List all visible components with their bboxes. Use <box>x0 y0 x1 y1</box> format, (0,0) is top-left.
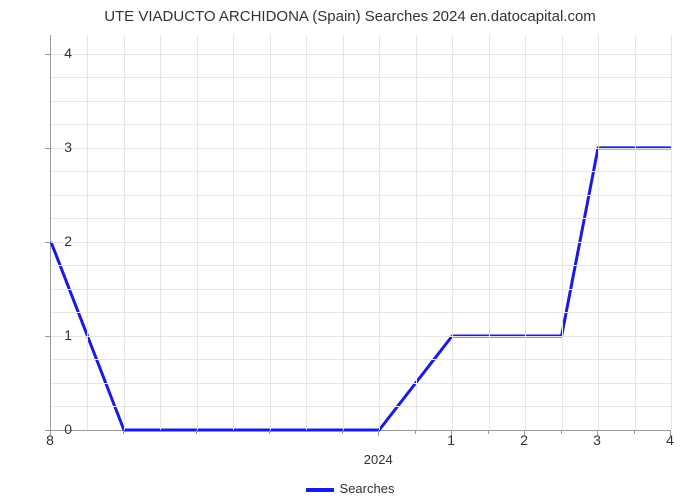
grid-line-v <box>562 35 563 430</box>
chart-title: UTE VIADUCTO ARCHIDONA (Spain) Searches … <box>0 8 700 25</box>
grid-line-h <box>51 336 671 337</box>
x-tick-mark-minor <box>269 430 270 434</box>
grid-line-v <box>379 35 380 430</box>
x-tick-mark-minor <box>488 430 489 434</box>
y-tick-label: 0 <box>52 421 72 437</box>
plot-area <box>50 35 671 431</box>
x-tick-mark-minor <box>123 430 124 434</box>
y-tick-mark <box>45 148 50 149</box>
line-series <box>51 35 671 430</box>
x-tick-mark-minor <box>634 430 635 434</box>
grid-line-h-minor <box>51 171 671 172</box>
grid-line-h-minor <box>51 406 671 407</box>
grid-line-v <box>343 35 344 430</box>
grid-line-h-minor <box>51 101 671 102</box>
grid-line-h-minor <box>51 265 671 266</box>
y-tick-mark <box>45 54 50 55</box>
grid-line-h <box>51 148 671 149</box>
grid-line-h-minor <box>51 359 671 360</box>
grid-line-v <box>270 35 271 430</box>
grid-line-h-minor <box>51 124 671 125</box>
grid-line-v <box>160 35 161 430</box>
grid-line-v <box>197 35 198 430</box>
y-tick-mark <box>45 336 50 337</box>
grid-line-v <box>87 35 88 430</box>
x-tick-label: 4 <box>666 432 674 448</box>
x-tick-label: 3 <box>593 432 601 448</box>
grid-line-v <box>416 35 417 430</box>
grid-line-v <box>525 35 526 430</box>
legend: Searches <box>0 481 700 496</box>
x-tick-mark-minor <box>415 430 416 434</box>
grid-line-v <box>598 35 599 430</box>
x-tick-mark-minor <box>196 430 197 434</box>
grid-line-h <box>51 54 671 55</box>
grid-line-v <box>452 35 453 430</box>
grid-line-v <box>489 35 490 430</box>
y-tick-mark <box>45 242 50 243</box>
grid-line-h-minor <box>51 218 671 219</box>
y-tick-label: 1 <box>52 327 72 343</box>
grid-line-h-minor <box>51 289 671 290</box>
grid-line-h <box>51 242 671 243</box>
grid-line-h-minor <box>51 383 671 384</box>
x-tick-label: 2 <box>520 432 528 448</box>
grid-line-h-minor <box>51 195 671 196</box>
y-tick-label: 4 <box>52 45 72 61</box>
grid-line-v <box>671 35 672 430</box>
x-tick-label: 1 <box>447 432 455 448</box>
x-tick-mark-minor <box>561 430 562 434</box>
x-axis-label: 2024 <box>364 452 393 467</box>
legend-label: Searches <box>340 481 395 496</box>
grid-line-v <box>233 35 234 430</box>
legend-swatch <box>306 488 334 492</box>
x-tick-mark-minor <box>342 430 343 434</box>
x-tick-label: 8 <box>46 432 54 448</box>
grid-line-h-minor <box>51 77 671 78</box>
x-tick-mark <box>378 430 379 436</box>
chart-container: UTE VIADUCTO ARCHIDONA (Spain) Searches … <box>0 0 700 500</box>
grid-line-h-minor <box>51 312 671 313</box>
y-tick-label: 3 <box>52 139 72 155</box>
grid-line-v <box>306 35 307 430</box>
grid-line-v <box>124 35 125 430</box>
grid-line-v <box>635 35 636 430</box>
y-tick-label: 2 <box>52 233 72 249</box>
